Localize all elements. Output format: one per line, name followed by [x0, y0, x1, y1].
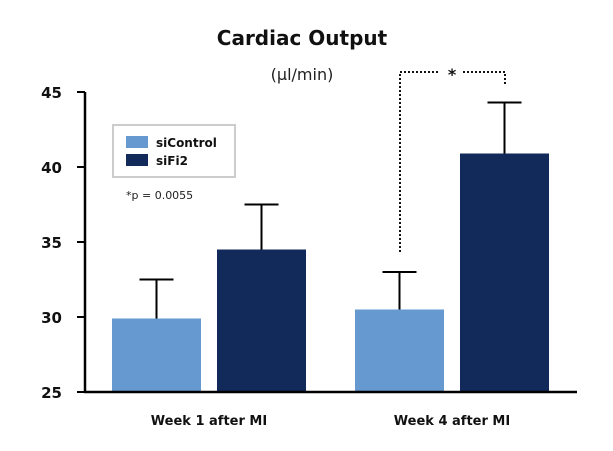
y-tick-label: 35 — [41, 234, 62, 252]
bar-sifi2-1 — [217, 249, 306, 392]
y-tick-label: 45 — [41, 84, 62, 102]
significance-star: * — [448, 65, 457, 84]
legend-box — [112, 124, 236, 178]
significance-bracket: * — [399, 65, 506, 252]
bar-sicontrol-2 — [355, 309, 444, 392]
y-tick-label: 30 — [41, 309, 62, 327]
x-tick-label: Week 1 after MI — [151, 414, 267, 429]
p-value-note: *p = 0.0055 — [126, 189, 193, 202]
bar-sicontrol-1 — [112, 318, 201, 392]
y-tick-label: 40 — [41, 159, 62, 177]
bracket-left — [399, 71, 440, 252]
legend-label-sicontrol: siControl — [156, 136, 217, 150]
x-tick-label: Week 4 after MI — [394, 414, 510, 429]
chart-title: Cardiac Output — [217, 26, 388, 50]
bar-sifi2-2 — [460, 153, 549, 392]
legend: siControl siFi2 — [112, 124, 236, 178]
legend-swatch-sifi2 — [126, 154, 148, 166]
legend-swatch-sicontrol — [126, 136, 148, 148]
chart-subtitle: (μl/min) — [271, 65, 334, 84]
y-tick-label: 25 — [41, 384, 62, 402]
legend-label-sifi2: siFi2 — [156, 154, 188, 168]
bracket-right — [463, 71, 506, 86]
